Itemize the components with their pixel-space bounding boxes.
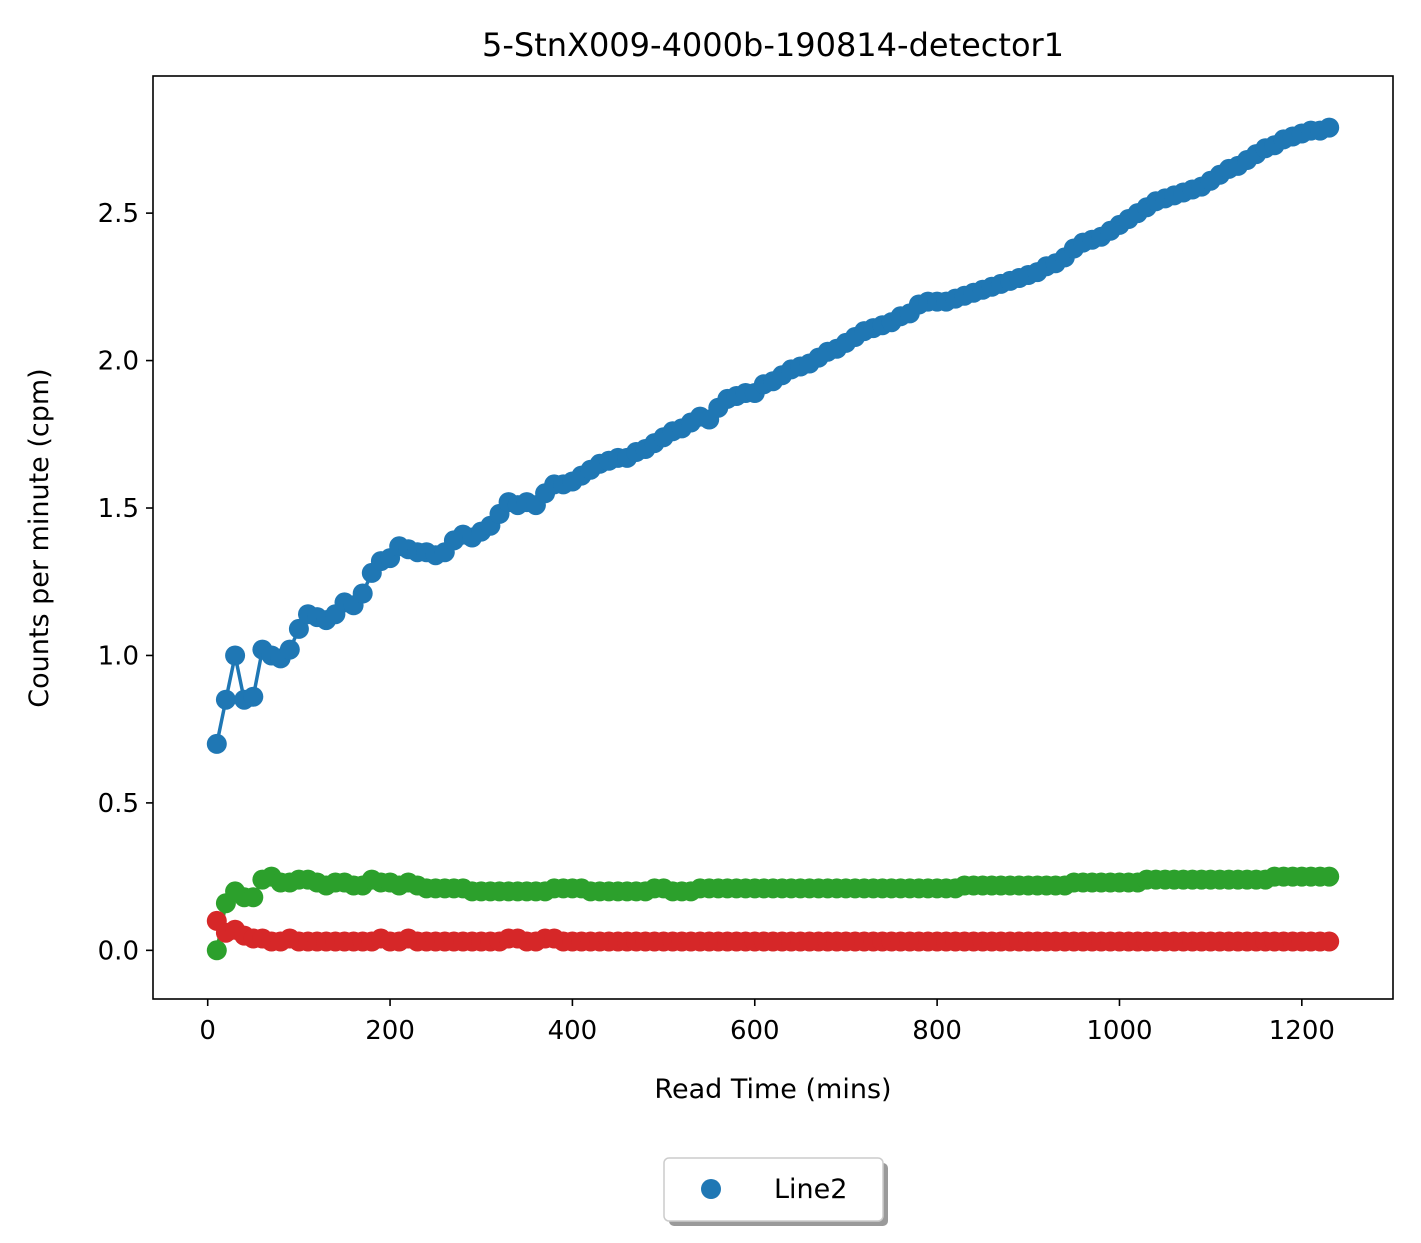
data-point [243, 887, 264, 908]
x-tick-label: 200 [365, 1016, 415, 1046]
y-axis: 0.0 0.5 1.0 1.5 2.0 2.5 [98, 199, 153, 966]
x-tick-label: 400 [548, 1016, 598, 1046]
legend-marker-line2 [701, 1179, 721, 1199]
x-axis-label: Read Time (mins) [654, 1074, 891, 1105]
data-point [352, 583, 373, 604]
data-point [243, 686, 264, 707]
y-tick-label: 2.5 [98, 199, 139, 229]
y-axis-label: Counts per minute (cpm) [24, 368, 55, 707]
legend-box [663, 1157, 884, 1222]
data-point [1319, 117, 1340, 138]
y-tick-label: 2.0 [98, 347, 139, 377]
data-point [288, 618, 309, 639]
y-tick-label: 0.0 [98, 936, 139, 966]
y-tick-label: 1.0 [98, 641, 139, 671]
x-axis: 0 200 400 600 800 1000 1200 [199, 999, 1335, 1046]
data-point [1319, 866, 1340, 887]
data-point [279, 639, 300, 660]
x-tick-label: 800 [912, 1016, 962, 1046]
y-tick-label: 0.5 [98, 789, 139, 819]
data-point [206, 940, 227, 961]
data-point [1319, 931, 1340, 952]
series-0 [206, 117, 1340, 754]
x-tick-label: 1000 [1086, 1016, 1152, 1046]
series-layer [206, 117, 1340, 961]
x-tick-label: 600 [730, 1016, 780, 1046]
series-line-0 [215, 125, 1330, 745]
plot-frame [152, 75, 1394, 1000]
plot-area [206, 117, 1340, 961]
x-tick-label: 0 [199, 1016, 216, 1046]
legend: Line2 [663, 1157, 888, 1226]
y-tick-label: 1.5 [98, 494, 139, 524]
series-1 [206, 866, 1340, 961]
data-point [215, 689, 236, 710]
series-2 [206, 910, 1340, 952]
chart-title: 5-StnX009-4000b-190814-detector1 [482, 26, 1064, 64]
data-point [206, 733, 227, 754]
data-point [225, 645, 246, 666]
legend-label-line2: Line2 [774, 1174, 847, 1205]
x-tick-label: 1200 [1269, 1016, 1335, 1046]
